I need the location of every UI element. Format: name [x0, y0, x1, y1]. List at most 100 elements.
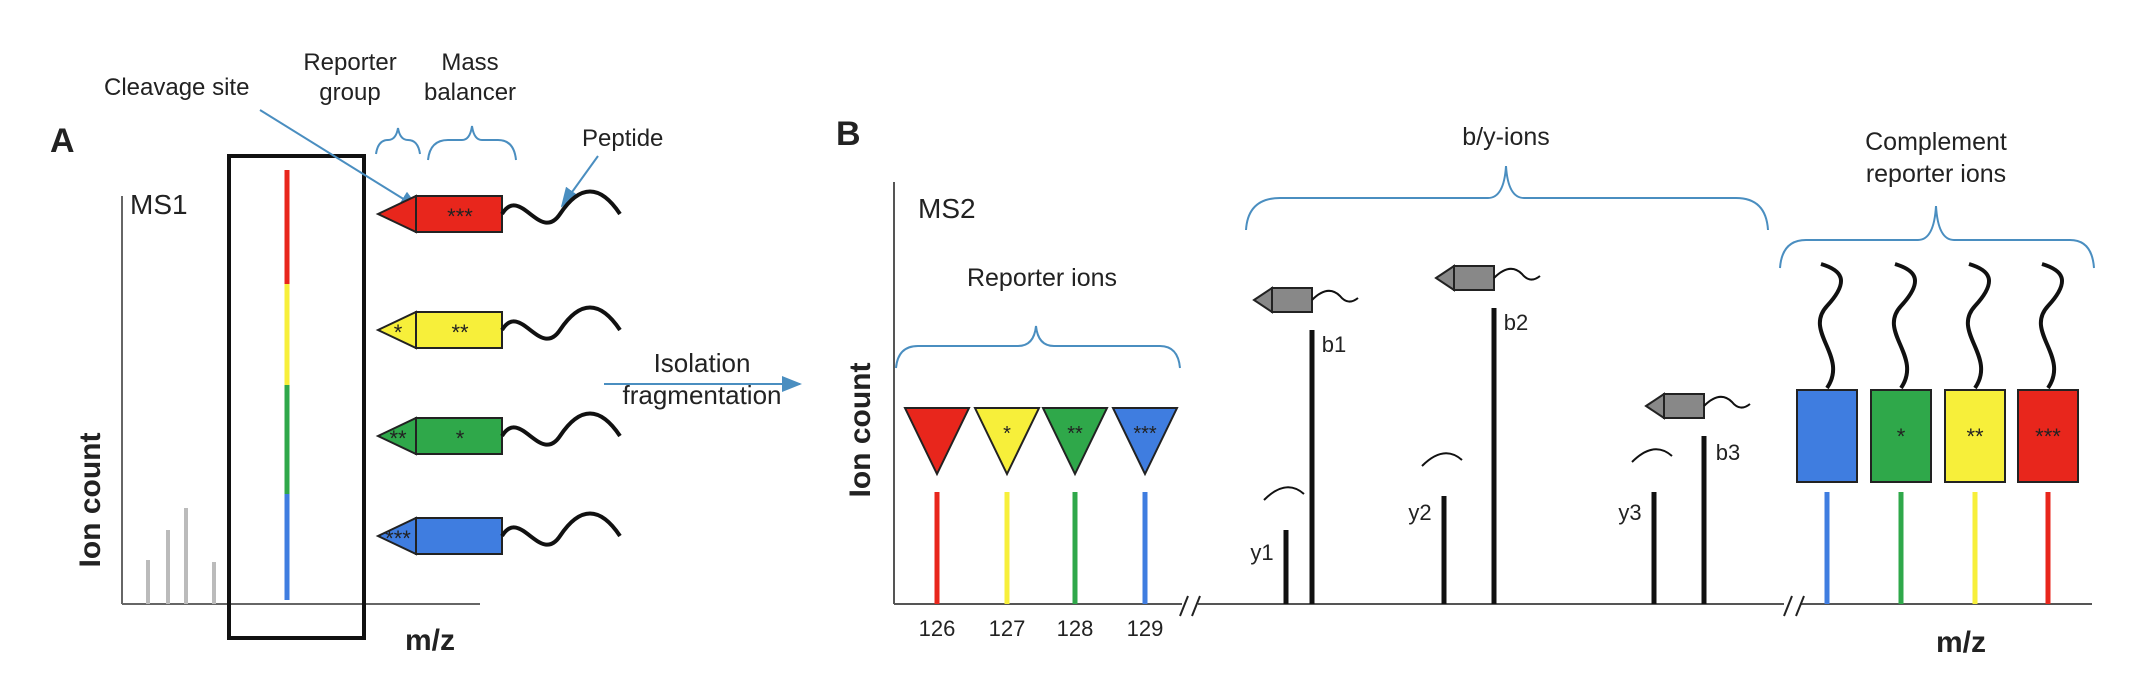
reporter-group-mark: * [394, 320, 403, 345]
fragment-ion: y1 [1250, 486, 1305, 604]
fragment-ion-peaks: y1 b1 y2 b2 y3 b3 [1250, 264, 1751, 604]
reporter-ion: 126 [903, 407, 971, 641]
b-ion-chain [1311, 289, 1359, 303]
complement-tag-box [1796, 389, 1858, 483]
reporter-ion-mz-label: 127 [989, 616, 1026, 641]
by-ions-label: b/y-ions [1462, 123, 1550, 151]
b-ion-tag-head [1252, 286, 1273, 314]
reporter-ion-triangle [903, 407, 971, 477]
fragment-peak-label: b2 [1504, 310, 1528, 335]
fragment-peak-label: b3 [1716, 440, 1740, 465]
by-ions-brace [1245, 165, 1769, 231]
isolation-window [227, 154, 366, 640]
y-ion-fragment-icon [1263, 486, 1305, 501]
panel-a-letter: A [50, 122, 75, 160]
tmt-tags: **** **** **** [375, 189, 622, 556]
reporter-ion: ** 128 [1041, 407, 1109, 641]
ms1-label: MS1 [130, 189, 188, 220]
cleavage-site-label: Cleavage site [104, 74, 249, 101]
isolation-label: Isolation [654, 348, 751, 378]
reporter-ion-mz-label: 128 [1057, 616, 1094, 641]
reporter-ion-mz-label: 129 [1127, 616, 1164, 641]
b-ion-tag-body [1271, 287, 1313, 313]
complement-tag-box [1870, 389, 1932, 483]
panel-b-letter: B [836, 115, 861, 153]
b-ion-tag-head [1434, 264, 1455, 292]
complement-label-2: reporter ions [1866, 160, 2006, 188]
b-ion-tag-body [1663, 393, 1705, 419]
mass-balancer-mark: * [456, 426, 465, 451]
ms2-y-axis-label: Ion count [844, 363, 877, 498]
reporter-ion-triangle [1111, 407, 1179, 477]
fragment-ion: b2 [1434, 264, 1541, 604]
complement-tag-mark: ** [1966, 424, 1984, 449]
axis-break [1783, 595, 1805, 617]
tmt-tag: *** [375, 511, 622, 556]
reporter-ion-mark: ** [1067, 423, 1083, 445]
reporter-ion-mz-label: 126 [919, 616, 956, 641]
tmt-tag: *** [375, 411, 622, 456]
y-ion-fragment-icon [1421, 452, 1463, 467]
peptide-arrow [560, 155, 599, 208]
panel-a: A MS1 Ion count m/z Cleavage site Report… [50, 49, 663, 657]
fragment-ion: y2 [1408, 452, 1463, 604]
reporter-group-mark: *** [385, 526, 411, 551]
mass-balancer-mark: ** [451, 320, 469, 345]
complement-brace [1779, 205, 2095, 269]
b-ion-tag-head [1644, 392, 1665, 420]
fragment-peak-label: b1 [1322, 332, 1346, 357]
complement-tag-box [1944, 389, 2006, 483]
mass-balancer-body [415, 311, 503, 349]
cleavage-arrow [259, 109, 420, 210]
complement-peptide-chain [1965, 262, 1991, 390]
complement-peptide-chain [2038, 262, 2064, 390]
reporter-group-label-2: group [319, 79, 380, 106]
mass-balancer-mark: *** [447, 204, 473, 229]
ms2-x-axis-label: m/z [1936, 626, 1986, 659]
reporter-ion-mark: * [1003, 423, 1011, 445]
mass-balancer-label-2: balancer [424, 79, 516, 106]
tmt-tag: *** [375, 305, 622, 350]
axis-break [1179, 595, 1201, 617]
reporter-ion: *** 129 [1111, 407, 1179, 641]
reporter-group-mark: ** [389, 426, 407, 451]
mass-balancer-body [415, 517, 503, 555]
complement-tag-mark: * [1897, 424, 1906, 449]
complement-reporter-peaks: * ** *** [1796, 262, 2079, 604]
complement-reporter-ion: *** [2017, 262, 2079, 604]
b-ion-chain [1703, 395, 1751, 409]
complement-peptide-chain [1817, 262, 1843, 390]
mass-balancer-brace [427, 125, 517, 161]
complement-reporter-ion [1796, 262, 1858, 604]
panel-b: B MS2 Ion count m/z Reporter ions b/y-io… [836, 115, 2095, 659]
ms1-y-axis-label: Ion count [74, 433, 107, 568]
fragment-ion: y3 [1618, 448, 1673, 604]
ms1-x-axis-label: m/z [405, 624, 455, 657]
tmt-tag: *** [375, 189, 622, 234]
fragment-peak-label: y3 [1618, 500, 1641, 525]
mass-balancer-label-1: Mass [441, 49, 498, 76]
ms2-label: MS2 [918, 193, 976, 224]
isolation-fragmentation-step: Isolation fragmentation [604, 348, 802, 410]
reporter-group-head [375, 194, 417, 234]
fragment-peak-label: y2 [1408, 500, 1431, 525]
reporter-ion-triangle [973, 407, 1041, 477]
complement-peptide-chain [1891, 262, 1917, 390]
reporter-ion-mark: *** [1133, 423, 1157, 445]
complement-tag-mark: *** [2035, 424, 2061, 449]
reporter-ions-brace [895, 325, 1181, 369]
complement-reporter-ion: ** [1944, 262, 2006, 604]
complement-reporter-ion: * [1870, 262, 1932, 604]
b-ion-tag-body [1453, 265, 1495, 291]
reporter-ion-peaks: 126 * 127 ** 128 *** 129 [903, 407, 1179, 641]
peptide-chain [500, 189, 622, 225]
complement-tag-box [2017, 389, 2079, 483]
reporter-group-label-1: Reporter [303, 49, 396, 76]
complement-label-1: Complement [1865, 128, 2007, 156]
peptide-label: Peptide [582, 125, 663, 152]
b-ion-chain [1493, 267, 1541, 281]
fragment-peak-label: y1 [1250, 540, 1273, 565]
reporter-ion-triangle [1041, 407, 1109, 477]
peptide-chain [500, 511, 622, 547]
reporter-group-brace [375, 127, 421, 155]
